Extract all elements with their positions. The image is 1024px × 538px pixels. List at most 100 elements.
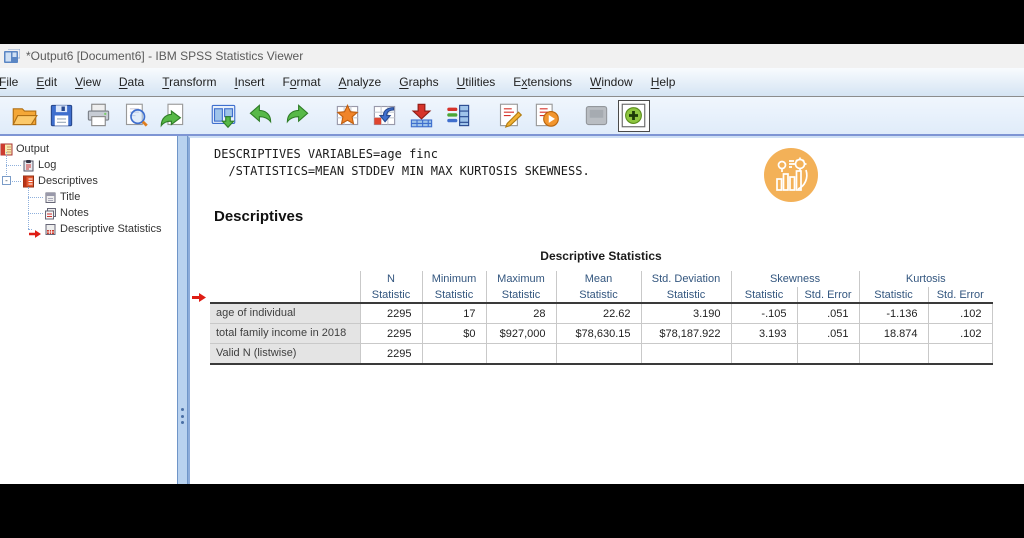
column-subheader: Statistic xyxy=(421,287,486,304)
menu-item-window[interactable]: Window xyxy=(590,75,633,89)
table-cell: $0 xyxy=(421,323,486,344)
log-line: DESCRIPTIVES VARIABLES=age finc xyxy=(214,147,438,161)
column-subheader: Statistic xyxy=(730,287,797,304)
column-group-header: Kurtosis xyxy=(858,271,993,287)
table-cell: 18.874 xyxy=(858,323,929,344)
table-cell: $78,630.15 xyxy=(555,323,641,344)
column-subheader: Statistic xyxy=(359,287,422,304)
collapse-toggle[interactable]: - xyxy=(2,176,11,185)
tree-connector xyxy=(28,197,43,198)
table-cell xyxy=(730,343,797,365)
edit-syntax-icon[interactable] xyxy=(493,100,525,132)
tree-item-descriptive-statistics[interactable]: Descriptive Statistics xyxy=(0,221,177,237)
titlebar[interactable]: *Output6 [Document6] - IBM SPSS Statisti… xyxy=(0,44,1024,68)
export-icon[interactable] xyxy=(157,100,189,132)
tree-item-output[interactable]: Output xyxy=(0,141,177,157)
redo-icon[interactable] xyxy=(281,100,313,132)
table-cell: 2295 xyxy=(359,303,422,324)
menu-item-view[interactable]: View xyxy=(75,75,101,89)
stats-icon xyxy=(45,223,56,235)
goto-case-icon[interactable] xyxy=(369,100,401,132)
log-line: /STATISTICS=MEAN STDDEV MIN MAX KURTOSIS… xyxy=(214,164,590,178)
tree-item-log[interactable]: Log xyxy=(0,157,177,173)
menu-item-edit[interactable]: Edit xyxy=(36,75,58,89)
tree-item-descriptives[interactable]: Descriptives xyxy=(0,173,177,189)
menu-item-file[interactable]: File xyxy=(0,75,19,89)
column-subheader: Statistic xyxy=(555,287,641,304)
table-cell: 3.190 xyxy=(640,303,731,324)
show-hide-icon[interactable] xyxy=(617,99,650,132)
table-cell xyxy=(927,343,993,365)
tree-connector xyxy=(6,152,7,181)
column-subheader: Statistic xyxy=(640,287,731,304)
open-folder-icon[interactable] xyxy=(9,100,41,132)
row-label-cell: Valid N (listwise) xyxy=(210,343,360,365)
table-cell: 22.62 xyxy=(555,303,641,324)
table-cell xyxy=(858,343,929,365)
menu-item-insert[interactable]: Insert xyxy=(234,75,265,89)
run-script-icon[interactable] xyxy=(530,100,562,132)
column-group-header: Skewness xyxy=(730,271,860,287)
inactive-box-icon[interactable] xyxy=(581,100,613,132)
outline-pane: Output Log Descriptives Title Notes Descripti… xyxy=(0,136,177,484)
menu-item-graphs[interactable]: Graphs xyxy=(399,75,439,89)
table-cell: $927,000 xyxy=(485,323,556,344)
variables-icon[interactable] xyxy=(443,100,475,132)
log-icon xyxy=(23,159,34,171)
table-cell: 2295 xyxy=(359,343,422,365)
insert-cases-icon[interactable] xyxy=(406,100,438,132)
spss-viewer-window: *Output6 [Document6] - IBM SPSS Statisti… xyxy=(0,44,1024,484)
table-cell: 2295 xyxy=(359,323,422,344)
tree-connector xyxy=(28,229,32,230)
table-cell xyxy=(485,343,556,365)
column-group-header: Mean xyxy=(555,271,641,287)
table-corner-cell xyxy=(210,271,360,304)
tree-item-label: Title xyxy=(60,191,81,203)
table-cell xyxy=(555,343,641,365)
log-output[interactable]: DESCRIPTIVES VARIABLES=age finc /STATIST… xyxy=(214,146,1024,180)
table-cell: -1.136 xyxy=(858,303,929,324)
tree-item-label: Descriptives xyxy=(38,175,98,187)
window-title: *Output6 [Document6] - IBM SPSS Statisti… xyxy=(26,49,304,63)
table-row: Valid N (listwise) 2295 xyxy=(210,343,993,365)
tree-item-notes[interactable]: Notes xyxy=(0,205,177,221)
section-heading[interactable]: Descriptives xyxy=(214,208,304,225)
descriptive-statistics-table[interactable]: N Minimum Maximum Mean Std. Deviation Skewnes… xyxy=(210,271,993,365)
table-cell xyxy=(640,343,731,365)
column-group-header: N xyxy=(359,271,422,287)
goto-data-star-icon[interactable] xyxy=(332,100,364,132)
table-subheader-row: Statistic Statistic Statistic Statistic Stat… xyxy=(210,287,993,304)
goto-window-icon[interactable] xyxy=(207,100,239,132)
table-cell: .102 xyxy=(927,303,993,324)
table-row: age of individual 2295 17 28 22.62 3.190 -.105… xyxy=(210,303,993,324)
menu-item-utilities[interactable]: Utilities xyxy=(456,75,496,89)
column-subheader: Statistic xyxy=(858,287,929,304)
tree-connector xyxy=(12,181,21,182)
menu-item-extensions[interactable]: Extensions xyxy=(513,75,573,89)
column-group-header: Minimum xyxy=(421,271,486,287)
menu-item-analyze[interactable]: Analyze xyxy=(338,75,382,89)
current-item-arrow-icon xyxy=(192,289,206,307)
column-subheader: Std. Error xyxy=(796,287,860,304)
save-icon[interactable] xyxy=(46,100,78,132)
tree-item-label: Output xyxy=(16,143,50,155)
menu-item-format[interactable]: Format xyxy=(282,75,321,89)
menu-item-help[interactable]: Help xyxy=(650,75,676,89)
menu-item-transform[interactable]: Transform xyxy=(162,75,217,89)
pane-splitter[interactable] xyxy=(177,136,188,484)
menu-item-data[interactable]: Data xyxy=(118,75,145,89)
tree-connector xyxy=(6,165,21,166)
print-icon[interactable] xyxy=(83,100,115,132)
column-group-header: Maximum xyxy=(485,271,556,287)
column-subheader: Statistic xyxy=(485,287,556,304)
table-header-row: N Minimum Maximum Mean Std. Deviation Skewnes… xyxy=(210,271,993,304)
tree-item-title[interactable]: Title xyxy=(0,189,177,205)
print-preview-icon[interactable] xyxy=(120,100,152,132)
column-group-header: Std. Deviation xyxy=(640,271,731,287)
table-cell: .102 xyxy=(927,323,993,344)
column-subheader: Std. Error xyxy=(927,287,993,304)
main-area: Output Log Descriptives Title Notes Descripti… xyxy=(0,136,1024,484)
undo-icon[interactable] xyxy=(244,100,276,132)
descriptives-icon xyxy=(23,175,34,187)
